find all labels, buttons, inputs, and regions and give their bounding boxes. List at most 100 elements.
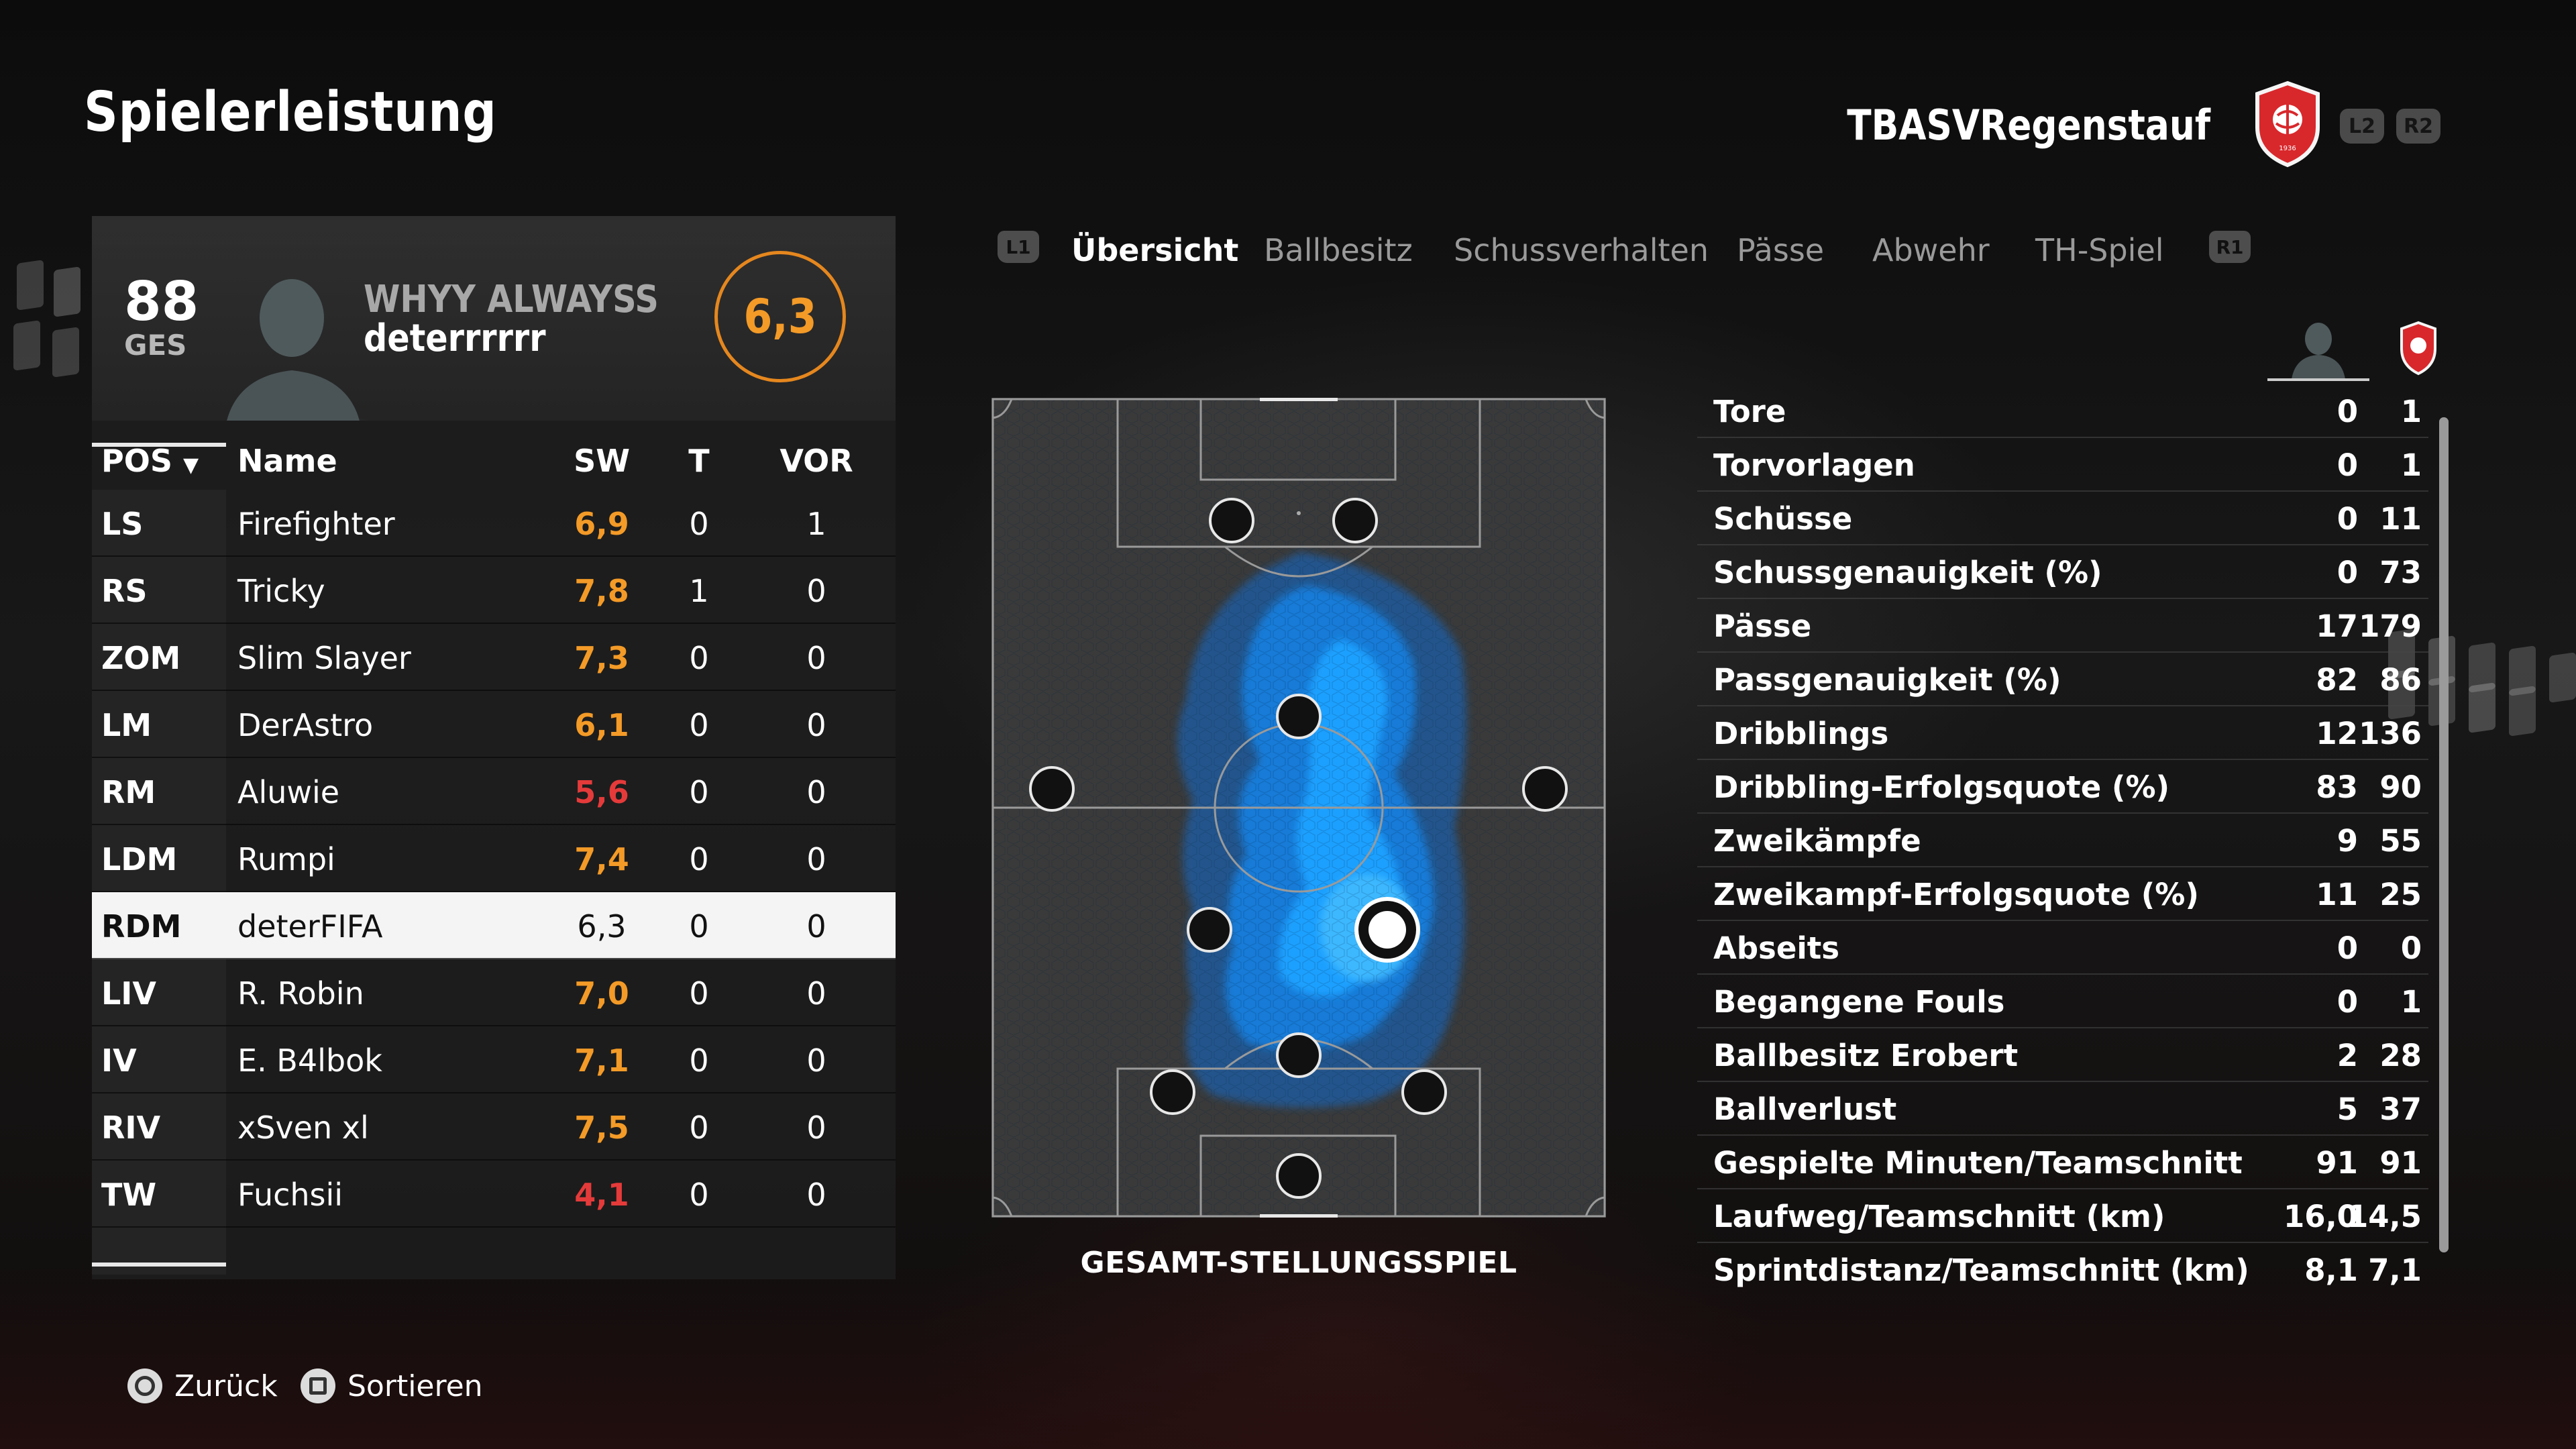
row-rating: 7,0 (574, 975, 629, 1012)
row-rating: 6,3 (577, 908, 627, 945)
selected-player-marker (1354, 897, 1420, 963)
svg-text:1936: 1936 (2279, 145, 2296, 152)
team-name: TBASVRegenstauf (1847, 101, 2210, 150)
row-name: Rumpi (237, 841, 335, 877)
player-name: deterrrrrr (364, 317, 546, 360)
row-goals: 0 (689, 640, 709, 676)
row-assists: 0 (806, 841, 826, 877)
column-sw-header[interactable]: SW (574, 443, 630, 479)
tab-schussverhalten[interactable]: Schussverhalten (1454, 232, 1709, 268)
row-goals: 0 (689, 707, 709, 743)
row-goals: 0 (689, 1042, 709, 1079)
r1-button[interactable]: R1 (2209, 231, 2251, 263)
stat-row: Dribbling-Erfolgsquote (%) 83 90 (1697, 760, 2428, 814)
table-row[interactable]: LS Firefighter 6,9 0 1 (92, 490, 896, 557)
row-assists: 1 (806, 506, 826, 542)
row-name: deterFIFA (237, 908, 383, 945)
stat-row: Torvorlagen 0 1 (1697, 438, 2428, 492)
player-card: 88 GES WHYY ALWAYSS deterrrrrr 6,3 (92, 216, 896, 421)
stat-row: Pässe 17 179 (1697, 599, 2428, 653)
tab-uebersicht[interactable]: Übersicht (1071, 232, 1239, 268)
sort-pos-header[interactable]: POS ▼ (101, 443, 199, 479)
row-name: Slim Slayer (237, 640, 411, 676)
l1-button[interactable]: L1 (998, 231, 1039, 263)
row-name: DerAstro (237, 707, 374, 743)
stadium-stands (0, 1261, 2576, 1449)
player-markers (1029, 498, 1568, 1199)
row-assists: 0 (806, 1110, 826, 1146)
row-name: Firefighter (237, 506, 395, 542)
row-rating: 6,9 (574, 506, 629, 542)
row-pos: LIV (101, 975, 157, 1012)
row-name: R. Robin (237, 975, 364, 1012)
table-row[interactable]: LDM Rumpi 7,4 0 0 (92, 825, 896, 892)
tab-paesse[interactable]: Pässe (1737, 232, 1825, 268)
stat-row: Sprintdistanz/Teamschnitt (km) 8,1 7,1 (1713, 1252, 2422, 1288)
sort-underline (92, 443, 226, 447)
row-rating: 4,1 (574, 1177, 629, 1213)
player-overall: 88 (124, 270, 199, 333)
lineup-rows: LS Firefighter 6,9 0 1 RS Tricky 7,8 1 0 ZOM Slim… (92, 490, 896, 1228)
sort-label: Sortieren (347, 1368, 483, 1403)
row-pos: LS (101, 506, 144, 542)
row-name: xSven xl (237, 1110, 369, 1146)
lineup-panel: 88 GES WHYY ALWAYSS deterrrrrr 6,3 POS ▼… (92, 216, 896, 1279)
tab-abwehr[interactable]: Abwehr (1872, 232, 1990, 268)
page-title: Spielerleistung (84, 80, 497, 144)
table-row[interactable]: ZOM Slim Slayer 7,3 0 0 (92, 624, 896, 691)
table-row-selected[interactable]: RDM deterFIFA 6,3 0 0 (92, 892, 896, 959)
row-pos: LM (101, 707, 152, 743)
row-goals: 1 (689, 573, 709, 609)
stat-row: Zweikämpfe 9 55 (1697, 814, 2428, 867)
r2-button[interactable]: R2 (2396, 109, 2440, 144)
stat-row: Begangene Fouls 0 1 (1697, 975, 2428, 1028)
row-assists: 0 (806, 1177, 826, 1213)
row-goals: 0 (689, 841, 709, 877)
player-avatar-icon (2292, 323, 2345, 379)
row-name: E. B4lbok (237, 1042, 382, 1079)
row-pos: IV (101, 1042, 137, 1079)
row-pos: RDM (101, 908, 182, 945)
row-goals: 0 (689, 1177, 709, 1213)
table-row[interactable]: LM DerAstro 6,1 0 0 (92, 691, 896, 758)
stat-row: Abseits 0 0 (1697, 921, 2428, 975)
compare-header-icons (2292, 321, 2436, 379)
row-rating: 7,4 (574, 841, 629, 877)
row-rating: 7,1 (574, 1042, 629, 1079)
stat-row: Dribblings 12 136 (1697, 706, 2428, 760)
stat-row: Ballverlust 5 37 (1697, 1082, 2428, 1136)
back-button[interactable]: Zurück (127, 1368, 278, 1403)
table-row[interactable]: RM Aluwie 5,6 0 0 (92, 758, 896, 825)
player-gamertag: WHYY ALWAYSS (364, 278, 659, 321)
positioning-heatmap (991, 398, 1606, 1218)
stat-row: Gespielte Minuten/Teamschnitt 91 91 (1697, 1136, 2428, 1189)
row-goals: 0 (689, 975, 709, 1012)
circle-button-icon (127, 1368, 162, 1403)
row-pos: RM (101, 774, 156, 810)
lineup-table-header: POS ▼ Name SW T VOR (92, 424, 896, 490)
table-row[interactable]: LIV R. Robin 7,0 0 0 (92, 959, 896, 1026)
row-pos: RIV (101, 1110, 161, 1146)
row-goals: 0 (689, 506, 709, 542)
column-t-header[interactable]: T (688, 443, 710, 479)
compare-player-underline (2267, 378, 2369, 381)
square-button-icon (301, 1368, 335, 1403)
heatmap-caption: GESAMT-STELLUNGSSPIEL (1080, 1246, 1517, 1280)
back-label: Zurück (174, 1368, 278, 1403)
column-vor-header[interactable]: VOR (780, 443, 853, 479)
team-crest-small-icon (2400, 321, 2436, 376)
table-row[interactable]: IV E. B4lbok 7,1 0 0 (92, 1026, 896, 1093)
stats-scrollbar-thumb[interactable] (2439, 417, 2449, 1252)
table-row[interactable]: TW Fuchsii 4,1 0 0 (92, 1161, 896, 1228)
stat-row: Zweikampf-Erfolgsquote (%) 11 25 (1697, 867, 2428, 921)
column-name-header[interactable]: Name (237, 443, 337, 479)
row-assists: 0 (806, 908, 826, 945)
l2-button[interactable]: L2 (2340, 109, 2384, 144)
sort-button[interactable]: Sortieren (301, 1368, 483, 1403)
tab-ballbesitz[interactable]: Ballbesitz (1264, 232, 1413, 268)
table-row[interactable]: RIV xSven xl 7,5 0 0 (92, 1093, 896, 1161)
row-name: Tricky (237, 573, 325, 609)
table-row[interactable]: RS Tricky 7,8 1 0 (92, 557, 896, 624)
tab-th-spiel[interactable]: TH-Spiel (2035, 232, 2164, 268)
player-silhouette-icon (206, 279, 394, 421)
